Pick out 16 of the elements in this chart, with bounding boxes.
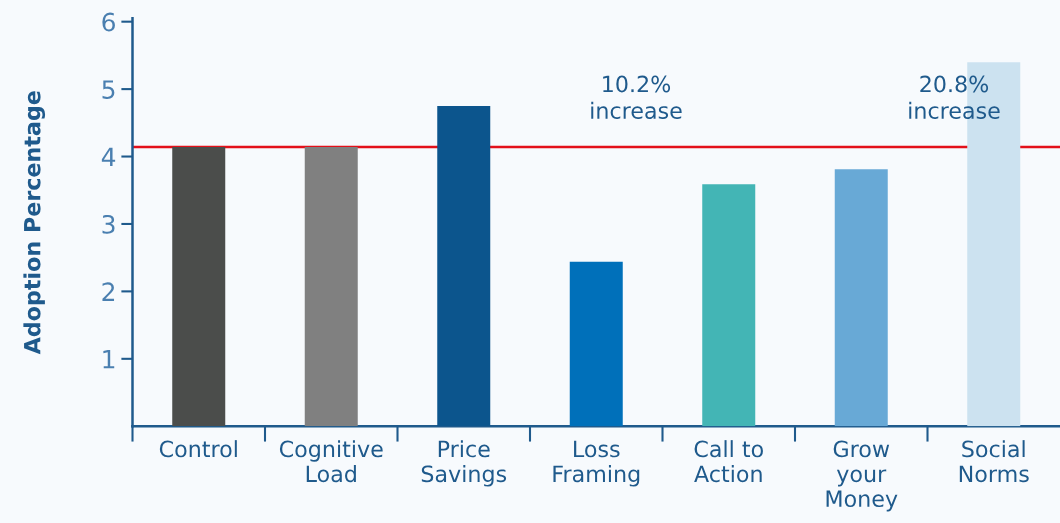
y-tick-label: 1	[103, 350, 115, 369]
y-tick-label: 3	[102, 214, 115, 234]
x-tick-label: Price Savings	[421, 440, 507, 487]
x-tick-label: Social Norms	[959, 440, 1029, 483]
y-tick-label: 4	[101, 147, 116, 167]
y-tick-label: 6	[102, 12, 115, 32]
x-tick-label: Control	[159, 440, 237, 458]
y-axis-title: Adoption Percentage	[23, 91, 46, 355]
x-tick-label: Loss Framing	[553, 440, 640, 487]
annotation: 20.8% increase	[909, 75, 1000, 119]
x-tick-label: Call to Action	[694, 440, 763, 483]
x-tick-label: Grow your Money	[826, 440, 898, 512]
x-tick-label: Cognitive Load	[279, 440, 383, 483]
y-tick-label: 5	[102, 80, 115, 99]
annotation: 10.2% increase	[591, 75, 682, 119]
y-tick-label: 2	[102, 282, 115, 301]
